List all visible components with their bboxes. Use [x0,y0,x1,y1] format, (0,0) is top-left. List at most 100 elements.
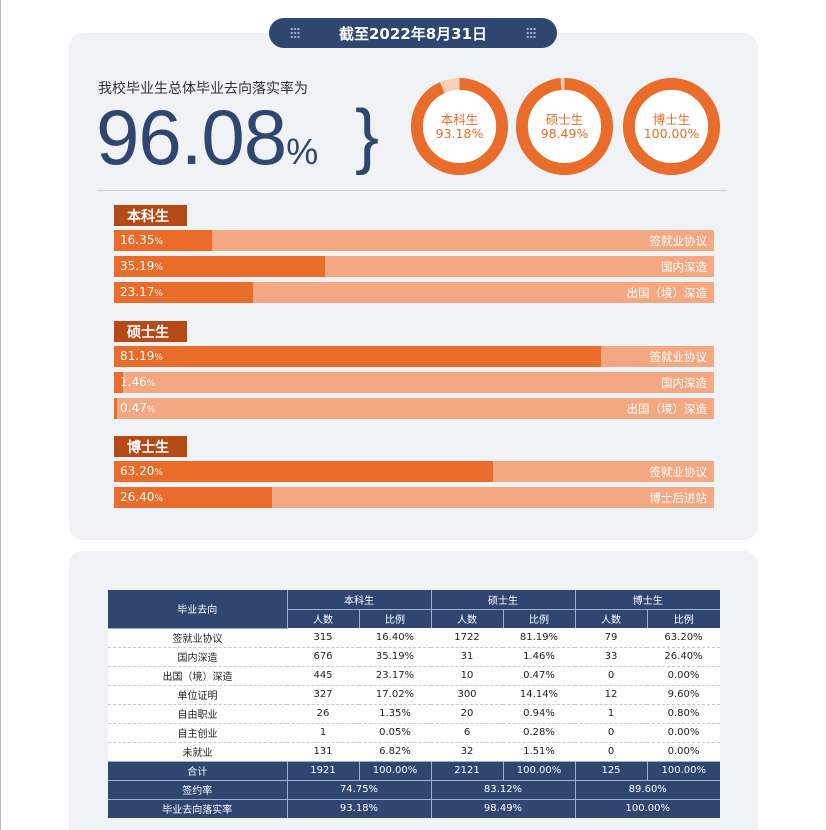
overall-rate-value: 96.08 [96,93,287,181]
table-cell: 89.60% [575,779,720,799]
headline-text: 我校毕业生总体毕业去向落实率为 [98,81,308,97]
date-label: 截至2022年8月31日 [338,24,488,43]
table-cell: 0 [575,742,647,762]
table-row-label: 自主创业 [108,723,287,743]
bar-value-number: 81.19 [120,349,155,363]
ring-chart [622,77,721,176]
bar-value-unit: % [154,468,163,478]
dots-decoration-right [526,27,536,39]
table-cell: 2121 [431,760,504,780]
bar-fill [114,398,117,419]
left-edge-line [0,0,1,830]
ring-arc [410,77,509,176]
bar-fill [114,282,254,303]
bar-track: 35.19% 国内深造 [114,256,714,277]
table-cell: 0.00% [647,742,720,762]
table-subheader: 人数 [287,609,360,628]
bar-label: 出国（境）深造 [626,402,708,416]
table-cell: 1921 [287,760,360,780]
bar-label: 国内深造 [661,260,707,274]
bar-label: 签就业协议 [649,350,708,364]
bar-track: 1.46% 国内深造 [114,372,714,393]
bar-value: 35.19% [120,259,163,273]
stats-table: 毕业去向 本科生 硕士生 博士生 人数 比例 人数 比例 人数 比例 签就业协议… [108,590,720,818]
table-total-row: 合计 1921 100.00% 2121 100.00% 125 100.00% [108,760,720,780]
table-cell: 0.94% [503,704,575,724]
category-tag: 硕士生 [114,321,187,342]
date-banner: 截至2022年8月31日 [269,18,557,48]
table-cell: 33 [575,647,647,667]
table-cell: 676 [287,647,359,667]
table-cell: 100.00% [503,760,576,780]
table-cell: 35.19% [359,647,431,667]
bar-value-unit: % [154,263,163,273]
bar-track: 16.35% 签就业协议 [114,230,714,251]
table-row: 自主创业 1 0.05% 6 0.28% 0 0.00% [108,723,720,743]
table-cell: 10 [431,666,503,686]
table-cell: 93.18% [287,798,432,818]
bar-value: 81.19% [120,349,163,363]
table-row-label: 签就业协议 [108,628,287,648]
bar-track: 63.20% 签就业协议 [114,461,714,482]
table-subheader: 人数 [431,609,504,628]
ring-group-name: 本科生 [440,112,479,127]
bar-value-unit: % [146,405,156,415]
table-row-label: 单位证明 [108,685,287,705]
table-row-label: 签约率 [108,779,288,799]
bar-value-unit: % [154,289,163,299]
table-cell: 1.35% [359,704,431,724]
table-cell: 0.00% [647,723,720,743]
bar-value: 1.46% [120,375,155,389]
table-cell: 1722 [431,628,503,648]
bar-value: 26.40% [120,490,163,504]
ring-chart [515,77,614,176]
table-cell: 327 [287,685,359,705]
table-summary-row: 签约率 74.75% 83.12% 89.60% [108,779,720,799]
table-cell: 100.00% [647,760,720,780]
ring-group-name: 硕士生 [545,112,584,127]
table-row-label: 合计 [108,760,288,780]
ring-value: 100.00% [643,126,700,141]
bar-fill [114,372,123,393]
table-cell: 0.05% [359,723,431,743]
ring-value: 93.18% [435,126,484,141]
table-row: 出国（境）深造 445 23.17% 10 0.47% 0 0.00% [108,666,720,686]
bar-fill [114,346,602,367]
table-row-label: 毕业去向落实率 [108,798,288,818]
bar-track: 81.19% 签就业协议 [114,346,714,367]
table-cell: 74.75% [287,779,432,799]
table-cell: 9.60% [647,685,720,705]
bar-label: 国内深造 [661,376,707,390]
table-subheader: 比例 [359,609,432,628]
table-cell: 315 [287,628,359,648]
table-cell: 23.17% [359,666,431,686]
bar-value-unit: % [154,237,163,247]
bar-label: 博士后进站 [649,491,708,505]
table-group-header: 本科生 [287,590,432,610]
bar-value: 63.20% [120,464,163,478]
table-cell: 63.20% [647,628,720,648]
table-row: 未就业 131 6.82% 32 1.51% 0 0.00% [108,742,720,762]
table-row: 签就业协议 315 16.40% 1722 81.19% 79 63.20% [108,628,720,648]
dots-decoration-left [290,27,300,39]
table-cell: 1 [287,723,359,743]
table-cell: 17.02% [359,685,431,705]
bar-value-number: 1.46 [120,375,147,389]
table-subheader: 比例 [647,609,720,628]
bar-value-number: 0.47 [120,401,147,415]
table-cell: 131 [287,742,359,762]
table-cell: 0.00% [647,666,720,686]
table-cell: 83.12% [431,779,576,799]
bar-label: 出国（境）深造 [626,286,708,300]
table-group-header: 博士生 [575,590,720,610]
bar-fill [114,487,273,508]
table-subheader: 人数 [575,609,648,628]
table-cell: 445 [287,666,359,686]
table-cell: 6 [431,723,503,743]
bar-track: 0.47% 出国（境）深造 [114,398,714,419]
table-cell: 12 [575,685,647,705]
table-cell: 32 [431,742,503,762]
table-cell: 14.14% [503,685,575,705]
category-tag: 博士生 [114,436,187,457]
